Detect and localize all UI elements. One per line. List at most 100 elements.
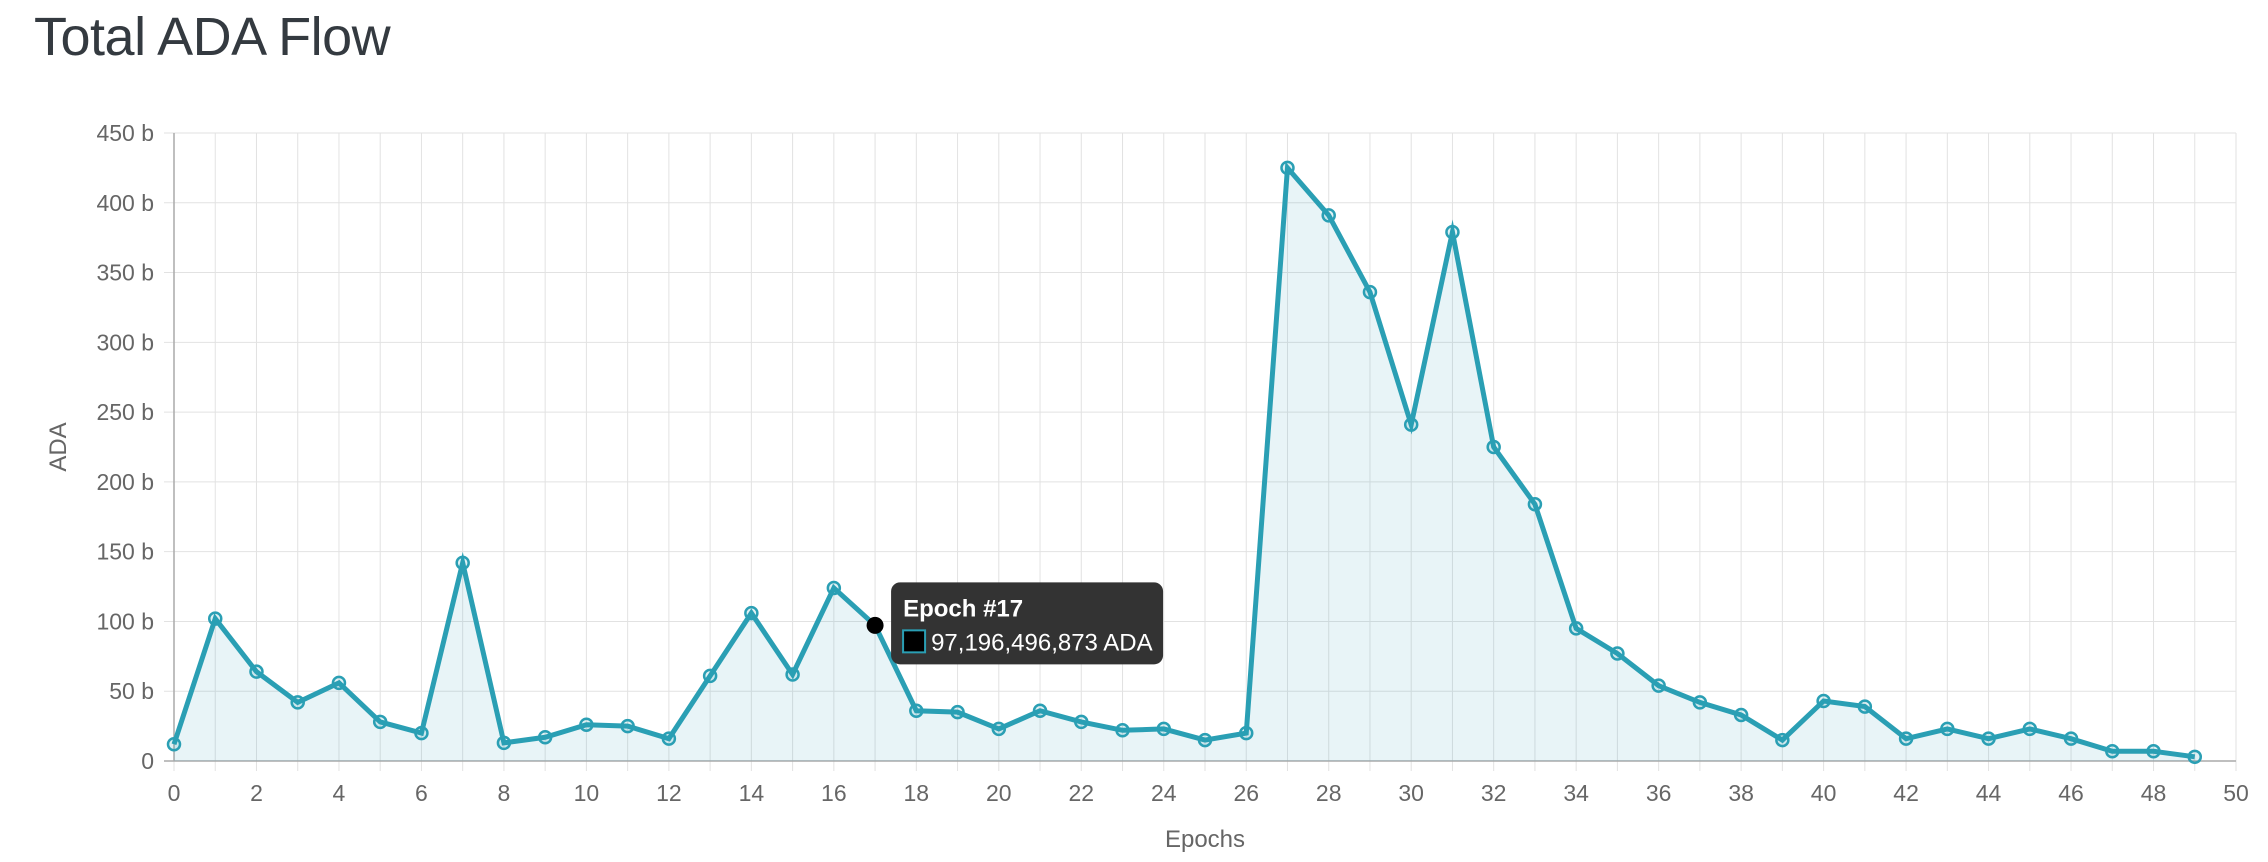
data-point[interactable] (537, 730, 553, 745)
y-tick-label: 450 b (96, 120, 154, 146)
x-tick-label: 46 (2058, 780, 2084, 806)
x-tick-label: 32 (1481, 780, 1507, 806)
x-tick-label: 40 (1811, 780, 1837, 806)
data-point[interactable] (331, 675, 347, 691)
data-point[interactable] (1857, 699, 1873, 714)
x-tick-label: 24 (1151, 780, 1177, 806)
data-point[interactable] (785, 667, 800, 682)
data-point[interactable] (1362, 284, 1378, 300)
data-point[interactable] (826, 580, 842, 596)
x-tick-label: 0 (168, 780, 181, 806)
x-tick-label: 14 (739, 780, 765, 806)
x-tick-label: 4 (333, 780, 346, 806)
y-axis-title: ADA (45, 422, 72, 471)
data-point[interactable] (1115, 723, 1130, 738)
data-point[interactable] (166, 737, 182, 752)
x-tick-label: 10 (574, 780, 600, 806)
data-point[interactable] (1445, 224, 1460, 240)
y-tick-label: 0 (141, 748, 154, 774)
x-tick-label: 34 (1563, 780, 1589, 806)
data-point[interactable] (2187, 749, 2203, 765)
x-tick-label: 38 (1728, 780, 1754, 806)
x-tick-label: 18 (904, 780, 930, 806)
x-tick-label: 30 (1398, 780, 1424, 806)
data-point[interactable] (1940, 721, 1955, 737)
data-point[interactable] (1074, 714, 1089, 730)
y-tick-label: 350 b (96, 260, 154, 286)
data-point[interactable] (950, 704, 965, 720)
y-tick-label: 400 b (96, 190, 154, 216)
data-point[interactable] (1692, 695, 1708, 710)
data-point[interactable] (1610, 646, 1625, 661)
x-tick-label: 36 (1646, 780, 1672, 806)
x-tick-label: 16 (821, 780, 847, 806)
data-point[interactable] (414, 725, 429, 741)
page-title: Total ADA Flow (34, 7, 391, 67)
x-tick-label: 8 (498, 780, 511, 806)
data-point[interactable] (496, 735, 512, 751)
data-point[interactable] (2146, 743, 2161, 759)
data-point[interactable] (1775, 732, 1790, 748)
data-point[interactable] (909, 703, 924, 719)
data-point[interactable] (1527, 496, 1543, 512)
data-point[interactable] (1486, 439, 1501, 455)
data-point[interactable] (744, 605, 759, 621)
data-point[interactable] (2063, 731, 2079, 746)
tick-labels: 0 2 4 6 8 10 12 14 16 18 20 22 24 26 28 30 32 34 36 38 40 42 4… (96, 120, 2248, 806)
x-axis-title: Epochs (1165, 826, 1245, 853)
y-tick-label: 150 b (96, 539, 154, 565)
x-tick-label: 42 (1893, 780, 1919, 806)
data-point[interactable] (455, 555, 470, 571)
data-point[interactable] (1403, 417, 1419, 432)
y-tick-label: 250 b (96, 399, 154, 425)
x-tick-label: 6 (415, 780, 428, 806)
x-tick-label: 28 (1316, 780, 1342, 806)
tooltip-swatch (902, 629, 927, 654)
data-point[interactable] (2022, 721, 2038, 737)
data-point[interactable] (1898, 731, 1914, 746)
data-point[interactable] (1733, 707, 1749, 723)
x-tick-label: 12 (656, 780, 682, 806)
data-point[interactable] (1981, 731, 1996, 746)
data-point[interactable] (1280, 160, 1295, 176)
data-point[interactable] (1651, 678, 1666, 693)
series-points[interactable] (166, 160, 2203, 765)
data-point[interactable] (1156, 721, 1172, 737)
data-point[interactable] (661, 731, 677, 746)
x-tick-label: 22 (1068, 780, 1094, 806)
x-tick-label: 50 (2223, 780, 2249, 806)
data-point[interactable] (2105, 743, 2120, 759)
data-point[interactable] (1816, 693, 1831, 709)
y-tick-label: 50 b (109, 678, 154, 704)
tooltip-value: 97,196,496,873 ADA (931, 629, 1153, 656)
data-point[interactable] (579, 717, 594, 732)
series-area (171, 161, 2196, 761)
tooltip-box (891, 582, 1164, 665)
data-point[interactable] (1032, 703, 1048, 719)
tooltip: Epoch #17 97,196,496,873 ADA (891, 582, 1164, 665)
x-tick-label: 20 (986, 780, 1012, 806)
data-point[interactable] (1568, 621, 1584, 636)
x-tick-label: 44 (1976, 780, 2002, 806)
data-point[interactable] (1238, 725, 1254, 741)
x-tick-label: 2 (250, 780, 263, 806)
data-point[interactable] (290, 695, 305, 710)
data-point[interactable] (702, 668, 718, 684)
data-point[interactable] (1321, 208, 1336, 223)
data-point[interactable] (620, 718, 635, 734)
axes (164, 133, 2236, 762)
data-point[interactable] (372, 714, 388, 730)
area-fill (174, 167, 2195, 761)
y-tick-label: 100 b (96, 608, 154, 634)
grid (164, 132, 2237, 771)
tooltip-title: Epoch #17 (903, 595, 1023, 622)
data-point-active[interactable] (866, 616, 884, 634)
data-point[interactable] (991, 721, 1007, 737)
data-point[interactable] (249, 664, 264, 679)
data-point[interactable] (1197, 732, 1213, 748)
data-point[interactable] (207, 611, 223, 626)
x-tick-label: 26 (1233, 780, 1259, 806)
y-tick-label: 200 b (96, 469, 154, 495)
y-tick-label: 300 b (96, 329, 154, 355)
